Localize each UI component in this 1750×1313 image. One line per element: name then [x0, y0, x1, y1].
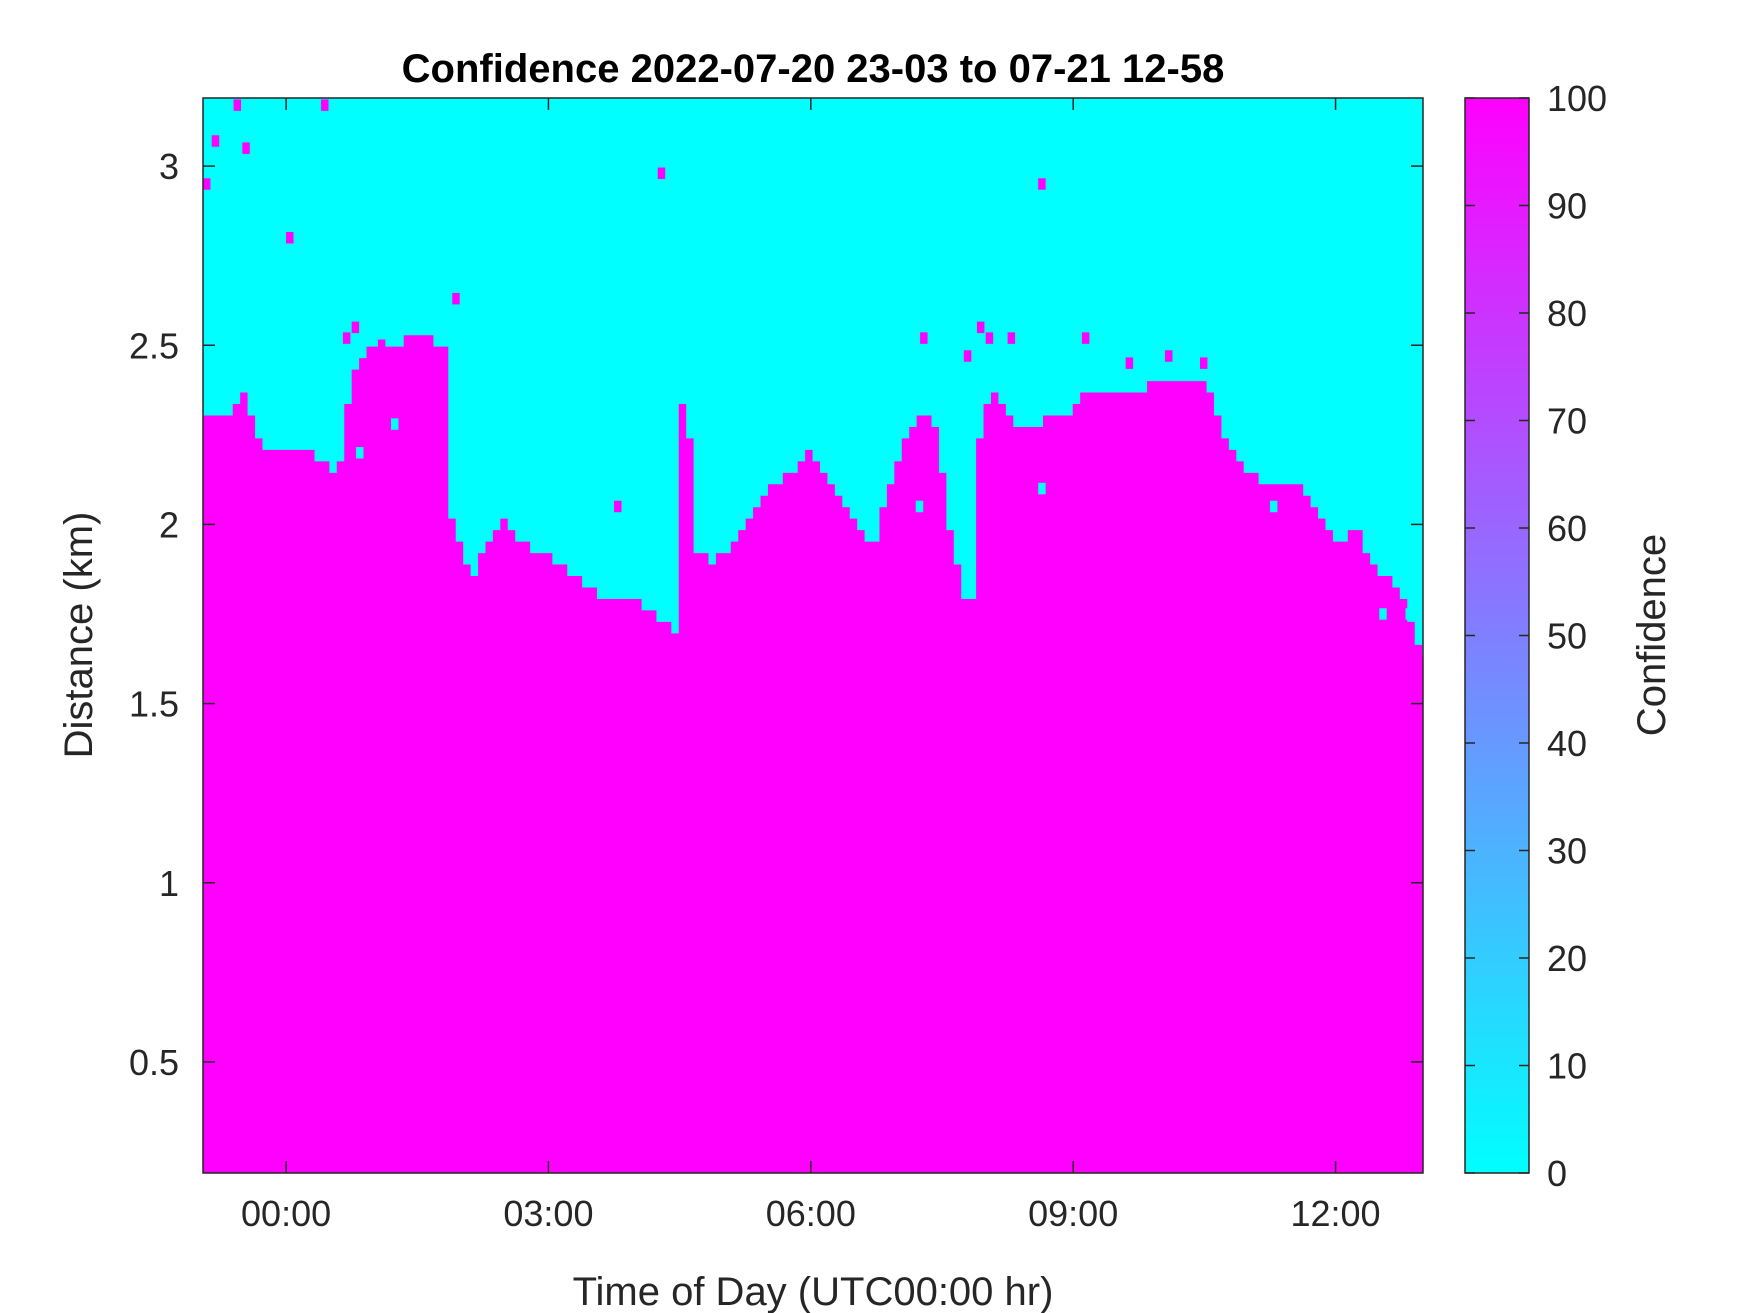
plot-area — [203, 98, 1423, 1173]
colorbar-tick-label: 40 — [1547, 723, 1587, 764]
colorbar-tick-label: 0 — [1547, 1153, 1567, 1194]
low-confidence-cell — [1379, 608, 1387, 620]
high-confidence-cell — [1081, 332, 1090, 344]
high-confidence-cell — [452, 292, 460, 305]
high-confidence-cell — [1199, 357, 1208, 369]
y-tick-label: 1 — [159, 863, 179, 904]
low-confidence-cell — [950, 464, 959, 477]
x-tick-label: 12:00 — [1290, 1193, 1380, 1234]
high-confidence-cell — [342, 332, 351, 344]
colorbar: 0 10 20 30 40 50 60 70 80 90 100 Confidence — [1464, 78, 1674, 1194]
low-confidence-cell — [915, 500, 924, 513]
high-confidence-cell — [985, 332, 994, 344]
high-confidence-cell — [1125, 357, 1134, 369]
low-confidence-cell — [356, 447, 364, 459]
low-confidence-cell — [391, 418, 399, 430]
colorbar-tick-label: 30 — [1547, 831, 1587, 872]
y-tick-label: 1.5 — [129, 684, 179, 725]
x-axis-label: Time of Day (UTC00:00 hr) — [573, 1270, 1054, 1313]
y-tick-label: 2.5 — [129, 325, 179, 366]
high-confidence-cell — [286, 232, 294, 244]
high-confidence-cell — [321, 99, 329, 111]
high-confidence-cell — [614, 500, 622, 513]
colorbar-tick-label: 100 — [1547, 78, 1607, 119]
y-axis: 0.5 1 1.5 2 2.5 3 — [129, 146, 1423, 1083]
low-confidence-cell — [1405, 608, 1413, 620]
high-confidence-cell — [976, 321, 985, 334]
y-axis-label: Distance (km) — [57, 512, 101, 759]
high-confidence-cell — [211, 135, 220, 147]
x-tick-label: 09:00 — [1028, 1193, 1118, 1234]
colorbar-label: Confidence — [1630, 534, 1674, 736]
x-tick-label: 00:00 — [241, 1193, 331, 1234]
colorbar-gradient — [1464, 97, 1530, 1174]
chart-title: Confidence 2022-07-20 23-03 to 07-21 12-… — [402, 47, 1225, 91]
colorbar-tick-label: 50 — [1547, 616, 1587, 657]
low-confidence-cell — [329, 393, 338, 405]
x-tick-label: 06:00 — [766, 1193, 856, 1234]
high-confidence-region — [203, 335, 1423, 1173]
high-confidence-cell — [377, 339, 386, 351]
colorbar-tick-label: 10 — [1547, 1046, 1587, 1087]
x-tick-label: 03:00 — [503, 1193, 593, 1234]
colorbar-tick-label: 60 — [1547, 508, 1587, 549]
high-confidence-cell — [1038, 178, 1046, 190]
colorbar-tick-label: 20 — [1547, 938, 1587, 979]
high-confidence-cell — [657, 167, 666, 179]
high-confidence-cell — [203, 178, 211, 190]
colorbar-tick-label: 90 — [1547, 186, 1587, 227]
high-confidence-cell — [920, 332, 928, 344]
y-tick-label: 2 — [159, 504, 179, 545]
high-confidence-cell — [351, 321, 360, 334]
high-confidence-cell — [233, 99, 242, 111]
colorbar-tick-label: 80 — [1547, 293, 1587, 334]
plot-frame — [202, 97, 1424, 1174]
high-confidence-cell — [1165, 350, 1173, 362]
low-confidence-cell — [1269, 500, 1278, 513]
high-confidence-cell — [963, 350, 972, 362]
low-confidence-cell — [968, 518, 976, 531]
colorbar-ticks: 0 10 20 30 40 50 60 70 80 90 100 — [1465, 78, 1607, 1194]
high-confidence-cell — [1007, 332, 1016, 344]
cell-layer — [203, 99, 1413, 620]
x-axis: 00:00 03:00 06:00 09:00 12:00 — [241, 98, 1381, 1234]
low-confidence-cell — [1038, 482, 1046, 495]
y-tick-label: 0.5 — [129, 1042, 179, 1083]
high-confidence-cell — [242, 142, 250, 154]
y-tick-label: 3 — [159, 146, 179, 187]
colorbar-tick-label: 70 — [1547, 401, 1587, 442]
